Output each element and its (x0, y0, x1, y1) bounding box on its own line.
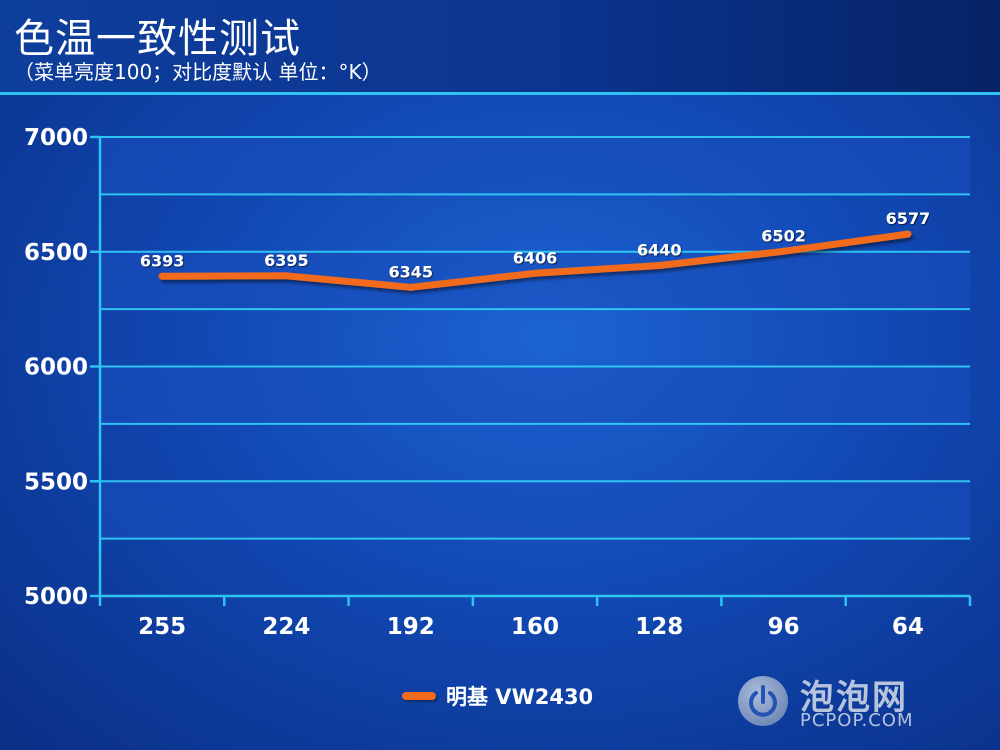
data-label: 6345 (388, 262, 433, 281)
data-label: 6440 (637, 241, 682, 260)
data-label: 6502 (761, 226, 806, 245)
chart-subtitle: （菜单亮度100；对比度默认 单位：°K） (14, 60, 382, 84)
x-tick-label: 255 (138, 614, 186, 640)
data-point (904, 230, 912, 238)
data-label: 6406 (513, 248, 558, 267)
data-label: 6395 (264, 251, 309, 270)
data-point (780, 247, 788, 255)
x-tick-label: 128 (635, 614, 683, 640)
plot-band (100, 251, 970, 310)
data-label: 6393 (140, 251, 185, 270)
power-icon (738, 676, 788, 726)
y-tick-label: 7000 (24, 125, 88, 151)
data-point (531, 269, 539, 277)
legend: 明基 VW2430 (402, 682, 593, 710)
x-tick-label: 96 (768, 614, 800, 640)
plot-band (100, 481, 970, 539)
x-tick-label: 192 (387, 614, 435, 640)
y-tick-label: 6000 (24, 355, 88, 381)
plot-band (100, 366, 970, 424)
y-tick-label: 6500 (24, 240, 88, 266)
data-label: 6577 (886, 209, 931, 228)
data-point (655, 262, 663, 270)
x-tick-label: 224 (262, 614, 310, 640)
data-point (407, 283, 415, 291)
chart-title: 色温一致性测试 (14, 16, 301, 62)
header-bar: 色温一致性测试 （菜单亮度100；对比度默认 单位：°K） (0, 0, 1000, 95)
x-tick-label: 64 (892, 614, 924, 640)
watermark-url: PCPOP.COM (800, 710, 914, 731)
data-point (158, 272, 166, 280)
y-tick-label: 5000 (24, 584, 88, 610)
watermark: 泡泡网 PCPOP.COM (738, 672, 978, 732)
watermark-name: 泡泡网 (800, 678, 908, 718)
plot-band (100, 137, 970, 195)
y-tick-label: 5500 (24, 469, 88, 495)
data-point (282, 272, 290, 280)
legend-swatch (402, 692, 436, 700)
x-tick-label: 160 (511, 614, 559, 640)
legend-label: 明基 VW2430 (446, 685, 594, 709)
